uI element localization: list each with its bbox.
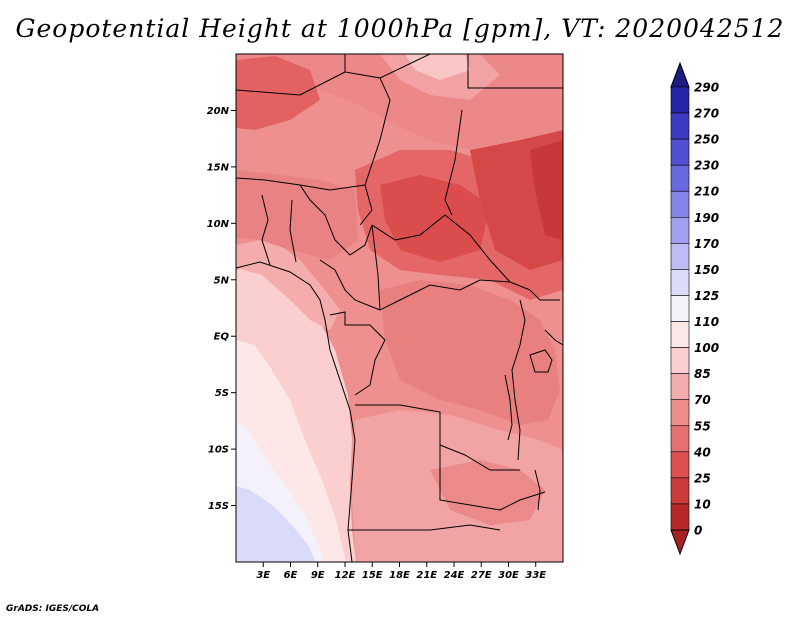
boundary-libya-chad xyxy=(379,54,431,79)
boundary-west-small xyxy=(261,194,271,266)
colorbar-label: 250 xyxy=(694,133,719,147)
colorbar-label: 270 xyxy=(694,107,719,121)
colorbar-swatch xyxy=(670,112,690,140)
lat-tick-label: 5N xyxy=(214,275,230,286)
boundary-east-2 xyxy=(544,329,563,346)
colorbar-swatch xyxy=(670,477,690,505)
lon-tick-label: 6E xyxy=(284,570,298,581)
colorbar-swatch xyxy=(670,425,690,453)
field-sahel-25 xyxy=(380,175,490,262)
boundary-niger-chad xyxy=(236,71,346,96)
field-north-85 xyxy=(405,54,470,80)
lon-tick-label: 21E xyxy=(416,570,437,581)
colorbar-swatch xyxy=(670,269,690,296)
colorbar-label: 0 xyxy=(694,524,702,538)
lat-tick-label: 10S xyxy=(208,445,229,456)
lon-tick-label: 3E xyxy=(256,570,270,581)
lake-victoria xyxy=(529,349,553,373)
boundary-north xyxy=(344,54,391,226)
lon-tick-label: 33E xyxy=(525,570,546,581)
boundary-angola xyxy=(439,445,471,506)
lon-tick-label: 30E xyxy=(498,570,519,581)
longitude-axis: 3E 6E 9E 12E 15E 18E 21E 24E 27E 30E 33E xyxy=(256,562,546,581)
colorbar-label: 170 xyxy=(694,237,719,251)
colorbar-label: 85 xyxy=(694,367,711,381)
boundary-car-south xyxy=(371,224,511,311)
colorbar-label: 125 xyxy=(694,289,719,303)
lon-tick-label: 9E xyxy=(311,570,325,581)
colorbar-label: 150 xyxy=(694,263,719,277)
boundary-car xyxy=(371,214,531,291)
latitude-axis: 20N 15N 10N 5N EQ 5S 10S 15S xyxy=(207,106,236,512)
boundary-coast xyxy=(236,261,356,562)
map-plot-area xyxy=(236,54,563,562)
grads-credit: GrADS: IGES/COLA xyxy=(6,604,100,614)
field-basin-55 xyxy=(380,280,560,425)
boundary-east-1 xyxy=(529,289,560,301)
boundary-chad-sudan xyxy=(444,109,463,216)
lat-tick-label: EQ xyxy=(214,332,230,343)
colorbar-label: 230 xyxy=(694,159,719,173)
colorbar-swatch xyxy=(670,243,690,270)
lat-tick-label: 15S xyxy=(208,501,229,512)
colorbar-label: 10 xyxy=(694,497,711,511)
colorbar-bottom-arrow xyxy=(670,529,690,556)
colorbar-swatch xyxy=(670,347,690,374)
colorbar-label: 55 xyxy=(694,419,711,433)
colorbar-label: 100 xyxy=(694,341,719,355)
colorbar-swatch xyxy=(670,86,690,114)
boundary-congo xyxy=(354,339,386,396)
colorbar-swatch xyxy=(670,451,690,479)
field-east-10 xyxy=(530,140,563,240)
boundary-gabon xyxy=(329,311,386,341)
colorbar-swatch xyxy=(670,295,690,322)
colorbar-label: 40 xyxy=(693,445,711,459)
boundary-namibia xyxy=(348,524,501,531)
colorbar-top-arrow xyxy=(670,61,690,88)
field-south-55 xyxy=(430,460,545,525)
colorbar: 2902702502302101901701501251101008570554… xyxy=(670,61,719,556)
map-title: Geopotential Height at 1000hPa [gpm], VT… xyxy=(15,14,785,43)
colorbar-swatch xyxy=(670,190,690,218)
lon-tick-label: 27E xyxy=(471,570,492,581)
boundary-zambia xyxy=(469,491,546,511)
colorbar-swatch xyxy=(670,373,690,401)
lat-tick-label: 5S xyxy=(215,388,229,399)
colorbar-swatch xyxy=(670,164,690,192)
lat-tick-label: 20N xyxy=(207,106,230,117)
colorbar-swatch xyxy=(670,216,690,244)
colorbar-label: 70 xyxy=(694,393,711,407)
colorbar-label: 190 xyxy=(694,211,719,225)
colorbar-label: 110 xyxy=(694,315,719,329)
colorbar-label: 25 xyxy=(694,471,711,485)
field-west-55 xyxy=(236,170,358,260)
field-ocean-125 xyxy=(236,486,316,562)
boundary-egypt-sudan xyxy=(467,54,563,89)
lake-tanganyika xyxy=(504,374,513,441)
lat-tick-label: 15N xyxy=(207,162,230,173)
lon-tick-label: 24E xyxy=(444,570,465,581)
colorbar-swatch xyxy=(670,503,690,531)
country-boundaries xyxy=(236,54,563,562)
lake-malawi xyxy=(534,469,541,511)
colorbar-label: 210 xyxy=(694,185,719,199)
lon-tick-label: 15E xyxy=(362,570,383,581)
boundary-ghana xyxy=(289,199,297,263)
colorbar-label: 290 xyxy=(694,81,719,95)
lon-tick-label: 18E xyxy=(389,570,410,581)
colorbar-swatch xyxy=(670,399,690,427)
boundary-drc-east xyxy=(511,299,526,461)
field-gulf-70 xyxy=(236,238,340,330)
lat-tick-label: 10N xyxy=(207,219,230,230)
lon-tick-label: 12E xyxy=(335,570,356,581)
colorbar-swatch xyxy=(670,321,690,348)
boundary-cameroon-gabon xyxy=(319,259,381,311)
boundary-nigeria-cameroon xyxy=(299,184,373,256)
colorbar-swatch xyxy=(670,138,690,166)
